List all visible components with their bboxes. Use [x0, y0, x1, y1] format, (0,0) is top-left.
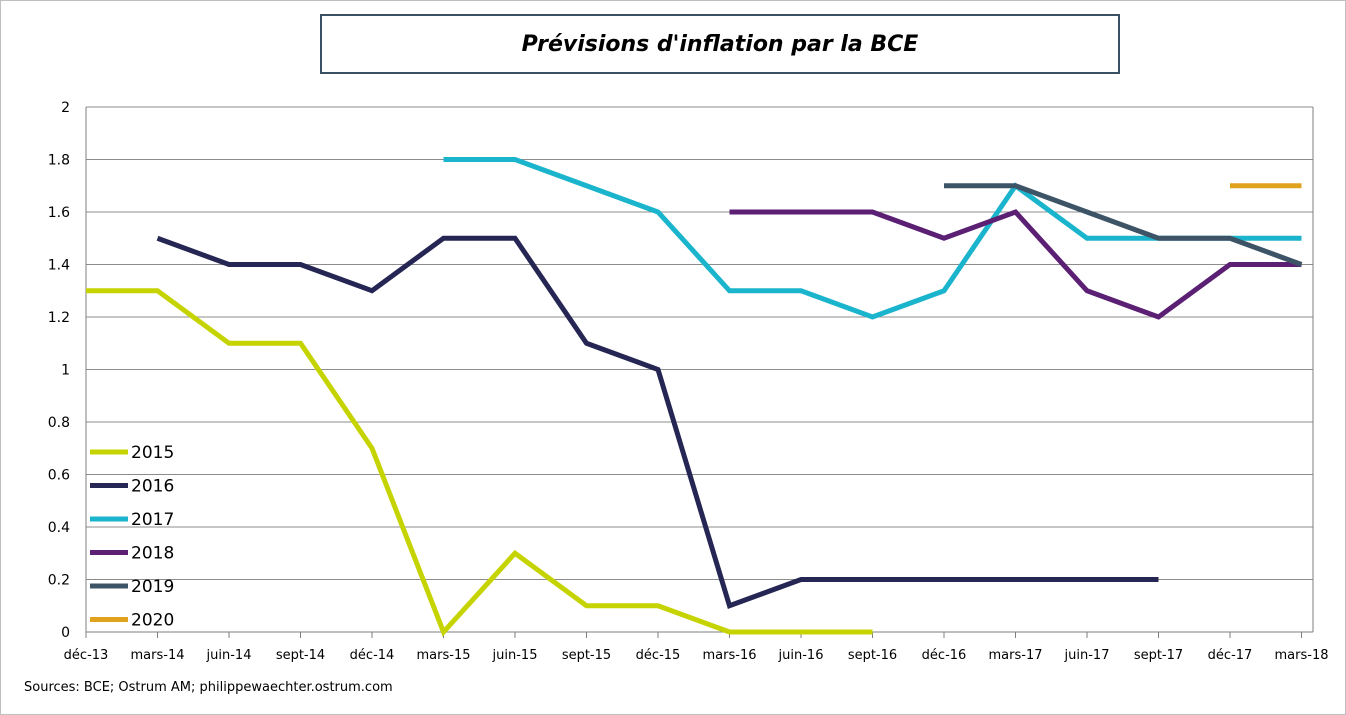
- y-tick-label: 1.2: [48, 310, 70, 326]
- x-tick-label: déc-13: [64, 648, 109, 663]
- legend-label-2016: 2016: [131, 477, 174, 497]
- x-tick-label: déc-15: [636, 648, 681, 663]
- series-line-2015: [86, 288, 873, 637]
- y-tick-label: 0: [61, 625, 70, 641]
- chart-title: Prévisions d'inflation par la BCE: [521, 31, 919, 57]
- source-note: Sources: BCE; Ostrum AM; philippewaechte…: [24, 680, 393, 695]
- x-tick-label: déc-16: [922, 648, 967, 663]
- x-tick-label: mars-18: [1275, 648, 1329, 663]
- y-tick-label: 0.8: [48, 415, 70, 431]
- series-line-2019: [944, 183, 1303, 267]
- legend-label-2015: 2015: [131, 443, 174, 463]
- y-tick-label: 1.8: [48, 153, 70, 169]
- series-line-2016: [156, 235, 1159, 610]
- x-tick-label: juin-17: [1064, 648, 1110, 663]
- y-tick-label: 1: [61, 363, 70, 379]
- x-tick-label: juin-16: [778, 648, 824, 663]
- x-tick-label: mars-14: [131, 648, 185, 663]
- x-tick-label: juin-14: [206, 648, 252, 663]
- y-tick-label: 2: [61, 100, 70, 116]
- legend-label-2017: 2017: [131, 510, 174, 530]
- x-tick-label: déc-14: [350, 648, 395, 663]
- x-tick-label: mars-15: [417, 648, 471, 663]
- x-tick-label: mars-16: [703, 648, 757, 663]
- x-tick-label: sept-14: [276, 648, 325, 663]
- y-tick-label: 0.6: [48, 468, 70, 484]
- legend-label-2019: 2019: [131, 577, 174, 597]
- legend-label-2018: 2018: [131, 544, 174, 564]
- y-tick-label: 1.4: [48, 258, 70, 274]
- x-tick-label: juin-15: [492, 648, 538, 663]
- x-tick-label: sept-17: [1134, 648, 1183, 663]
- x-tick-label: sept-15: [562, 648, 611, 663]
- y-tick-label: 0.2: [48, 573, 70, 589]
- chart-title-box: Prévisions d'inflation par la BCE: [320, 14, 1120, 74]
- y-tick-label: 1.6: [48, 205, 70, 221]
- legend-label-2020: 2020: [131, 611, 174, 631]
- x-tick-label: mars-17: [989, 648, 1043, 663]
- x-tick-label: sept-16: [848, 648, 897, 663]
- x-tick-label: déc-17: [1208, 648, 1253, 663]
- y-tick-label: 0.4: [48, 520, 70, 536]
- series-line-2018: [729, 209, 1302, 320]
